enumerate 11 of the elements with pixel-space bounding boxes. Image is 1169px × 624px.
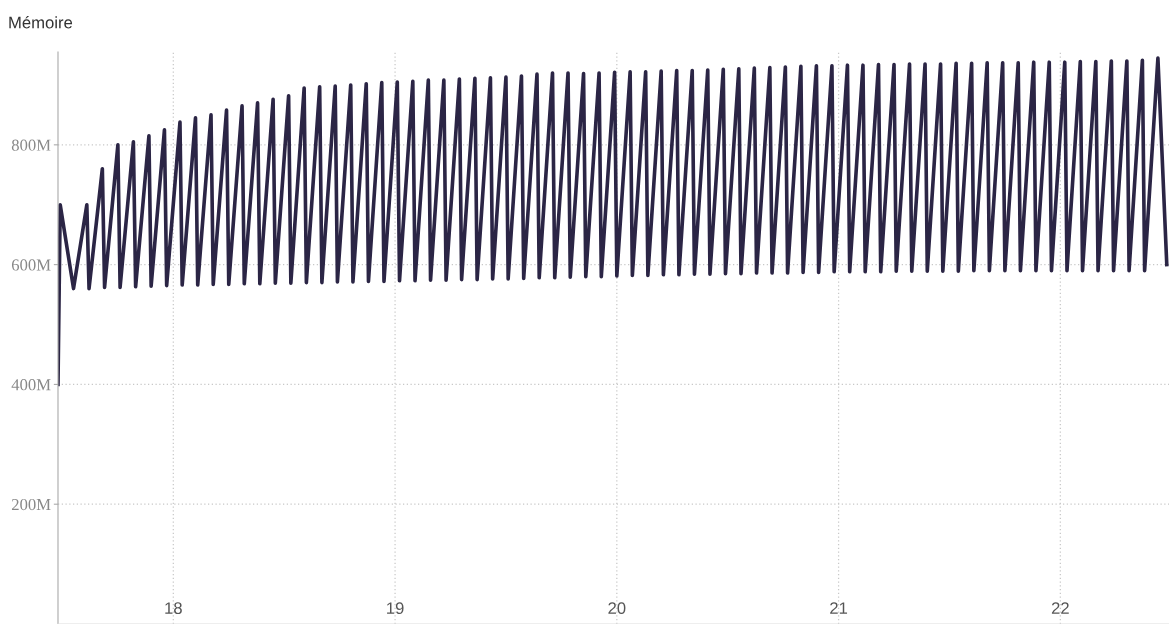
y-tick-label: 400M [11, 379, 51, 391]
x-tick-label: 22 [1051, 602, 1069, 614]
y-tick-label: 600M [11, 259, 51, 271]
x-tick-label: 20 [608, 602, 626, 615]
x-tick-label: 21 [830, 602, 848, 614]
x-tick-label: 18 [165, 602, 182, 615]
line-series [58, 56, 1169, 387]
x-tick-label: 19 [387, 602, 404, 615]
chart-title: Mémoire [9, 16, 73, 29]
y-tick-label: 800M [11, 139, 51, 151]
y-tick-label: 200M [11, 498, 51, 511]
